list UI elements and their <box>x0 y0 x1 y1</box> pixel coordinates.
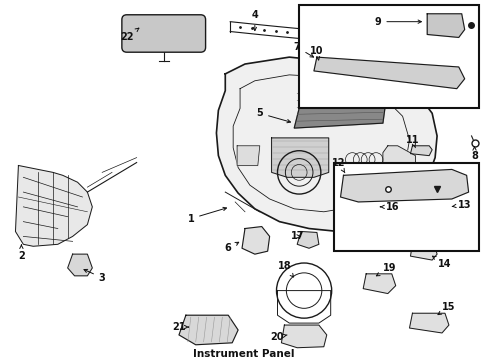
Polygon shape <box>237 146 259 166</box>
Text: 6: 6 <box>224 242 238 253</box>
Text: 22: 22 <box>120 28 139 42</box>
Polygon shape <box>271 138 328 177</box>
Text: 19: 19 <box>376 263 396 276</box>
Polygon shape <box>281 325 326 348</box>
Text: 2: 2 <box>18 245 25 261</box>
Polygon shape <box>340 170 468 202</box>
Text: 8: 8 <box>470 147 477 161</box>
Polygon shape <box>294 87 387 128</box>
Text: 12: 12 <box>331 158 345 173</box>
Polygon shape <box>67 254 92 276</box>
Text: 14: 14 <box>431 256 451 269</box>
Text: 21: 21 <box>172 322 188 332</box>
Polygon shape <box>179 315 238 345</box>
Polygon shape <box>216 57 436 231</box>
Polygon shape <box>372 197 402 219</box>
Polygon shape <box>395 226 451 248</box>
Bar <box>333 162 478 251</box>
Polygon shape <box>242 226 269 254</box>
Text: 15: 15 <box>437 302 455 315</box>
Polygon shape <box>409 244 436 260</box>
Polygon shape <box>408 313 448 333</box>
Text: 20: 20 <box>270 332 286 342</box>
Text: 4: 4 <box>251 10 258 31</box>
Text: 11: 11 <box>405 135 418 148</box>
Text: 9: 9 <box>374 17 421 27</box>
Polygon shape <box>441 189 466 225</box>
Polygon shape <box>363 274 395 293</box>
Text: Instrument Panel: Instrument Panel <box>193 349 294 359</box>
Polygon shape <box>409 146 431 156</box>
FancyBboxPatch shape <box>122 15 205 52</box>
Polygon shape <box>297 231 318 248</box>
Polygon shape <box>427 14 464 37</box>
Bar <box>299 5 478 108</box>
Text: 10: 10 <box>309 46 323 60</box>
Text: 16: 16 <box>380 202 399 212</box>
Text: 7: 7 <box>293 42 313 57</box>
Polygon shape <box>382 146 415 197</box>
Polygon shape <box>313 57 464 89</box>
Polygon shape <box>16 166 92 246</box>
Text: 17: 17 <box>290 231 304 242</box>
Text: 3: 3 <box>84 269 105 283</box>
Text: 13: 13 <box>451 200 470 210</box>
Text: 5: 5 <box>256 108 290 123</box>
Text: 18: 18 <box>277 261 293 277</box>
Text: 1: 1 <box>187 207 226 224</box>
